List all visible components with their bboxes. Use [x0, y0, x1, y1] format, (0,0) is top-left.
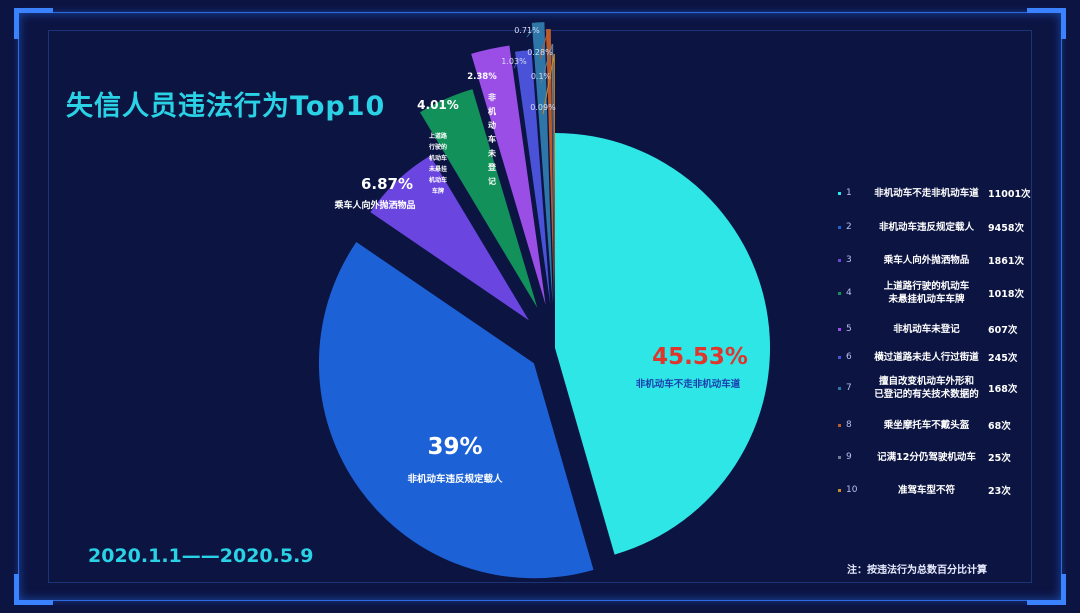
legend-count: 245次 — [988, 353, 1018, 364]
data-label-percent-8: 0.28% — [527, 48, 553, 57]
legend-label: 擅自改变机动车外形和 已登记的有关技术数据的 — [874, 376, 979, 400]
legend-count: 25次 — [988, 453, 1011, 464]
legend-label: 上道路行驶的机动车 未悬挂机动车车牌 — [883, 281, 970, 305]
pie-slice-6 — [515, 49, 551, 305]
corner-bracket-top-right — [1027, 8, 1066, 39]
data-label-percent-3: 6.87% — [361, 175, 413, 193]
leader-line-8 — [539, 28, 549, 60]
legend-count: 68次 — [988, 421, 1011, 432]
legend-count: 1861次 — [988, 256, 1024, 267]
pie-slice-4 — [419, 89, 538, 308]
legend-index: 9 — [846, 452, 852, 462]
data-label-name-5-char: 未 — [487, 148, 496, 158]
corner-bracket-top-left — [14, 8, 53, 39]
legend-index: 1 — [846, 188, 852, 198]
leader-line-10 — [542, 53, 555, 115]
pie-slice-5 — [471, 45, 546, 306]
legend-label: 非机动车违反规定载人 — [878, 221, 974, 233]
legend-swatch — [838, 258, 841, 262]
pie-slice-3 — [370, 155, 529, 321]
data-label-name-5-char: 登 — [487, 162, 497, 172]
pie-slice-9 — [551, 44, 555, 305]
data-label-name-4-line: 机动车 — [429, 154, 447, 162]
date-range: 2020.1.1——2020.5.9 — [88, 545, 314, 567]
legend-index: 3 — [846, 255, 852, 265]
footnote: 注：按违法行为总数百分比计算 — [847, 565, 987, 576]
legend-index: 5 — [846, 324, 852, 334]
legend-label: 乘车人向外抛洒物品 — [883, 254, 970, 266]
legend-count: 168次 — [988, 384, 1018, 395]
pie-slice-7 — [531, 22, 553, 305]
data-label-percent-5: 2.38% — [467, 72, 497, 82]
legend-swatch — [838, 386, 841, 390]
data-label-name-5-char: 动 — [488, 120, 496, 130]
legend-index: 7 — [846, 383, 852, 393]
corner-bracket-bottom-left — [14, 574, 53, 605]
legend-label: 非机动车不走非机动车道 — [874, 187, 979, 199]
legend-label: 记满12分仍驾驶机动车 — [877, 451, 976, 463]
legend-swatch — [838, 355, 841, 359]
data-label-name-3: 乘车人向外抛洒物品 — [333, 199, 415, 211]
data-label-name-2: 非机动车违反规定载人 — [407, 473, 503, 485]
legend-swatch — [838, 488, 841, 492]
pie-slice-8 — [545, 29, 555, 305]
legend-count: 11001次 — [988, 189, 1031, 200]
data-label-name-1: 非机动车不走非机动车道 — [636, 378, 741, 390]
legend-count: 1018次 — [988, 289, 1024, 300]
legend-count: 607次 — [988, 325, 1018, 336]
legend-swatch — [838, 455, 841, 459]
legend-swatch — [838, 291, 841, 295]
legend-label: 非机动车未登记 — [893, 323, 960, 335]
legend-label: 横过道路未走人行过街道 — [874, 351, 979, 363]
legend-index: 6 — [846, 352, 852, 362]
legend-count: 9458次 — [988, 223, 1024, 234]
data-label-name-5-char: 机 — [488, 106, 496, 116]
data-label-percent-9: 0.1% — [531, 72, 552, 81]
data-label-percent-1: 45.53% — [652, 344, 748, 370]
legend-label: 准驾车型不符 — [897, 484, 955, 496]
data-label-percent-6: 1.03% — [501, 57, 527, 66]
chart-title: 失信人员违法行为Top10 — [66, 91, 386, 122]
data-label-percent-10: 0.09% — [530, 103, 556, 112]
data-label-name-5-char: 非 — [488, 92, 496, 102]
legend-swatch — [838, 191, 841, 195]
data-label-name-5-char: 车 — [488, 134, 496, 144]
legend-swatch — [838, 225, 841, 229]
leader-line-9 — [540, 43, 553, 84]
legend-swatch — [838, 423, 841, 427]
data-label-percent-4: 4.01% — [417, 98, 459, 112]
corner-bracket-bottom-right — [1027, 574, 1066, 605]
data-label-name-5-char: 记 — [488, 176, 496, 186]
data-label-name-4-line: 未悬挂 — [429, 165, 447, 173]
leader-line-7 — [526, 22, 539, 38]
data-label-percent-2: 39% — [427, 434, 482, 460]
data-label-name-4-line: 车牌 — [432, 187, 444, 195]
legend-count: 23次 — [988, 486, 1011, 497]
pie-slice-10 — [553, 54, 555, 305]
legend-index: 4 — [846, 288, 852, 298]
pie-slice-2 — [318, 242, 594, 579]
data-label-name-4-line: 行驶的 — [428, 143, 447, 151]
leader-line-6 — [513, 50, 524, 69]
pie-slice-1 — [555, 133, 771, 555]
legend-index: 10 — [846, 485, 858, 495]
legend-index: 2 — [846, 222, 852, 232]
data-label-name-4-line: 机动车 — [429, 176, 447, 184]
legend-label: 乘坐摩托车不戴头盔 — [883, 419, 970, 431]
legend-index: 8 — [846, 420, 852, 430]
data-label-percent-7: 0.71% — [514, 26, 540, 35]
data-label-name-4-line: 上道路 — [429, 132, 448, 140]
legend-swatch — [838, 327, 841, 331]
outer-frame — [18, 12, 1062, 601]
